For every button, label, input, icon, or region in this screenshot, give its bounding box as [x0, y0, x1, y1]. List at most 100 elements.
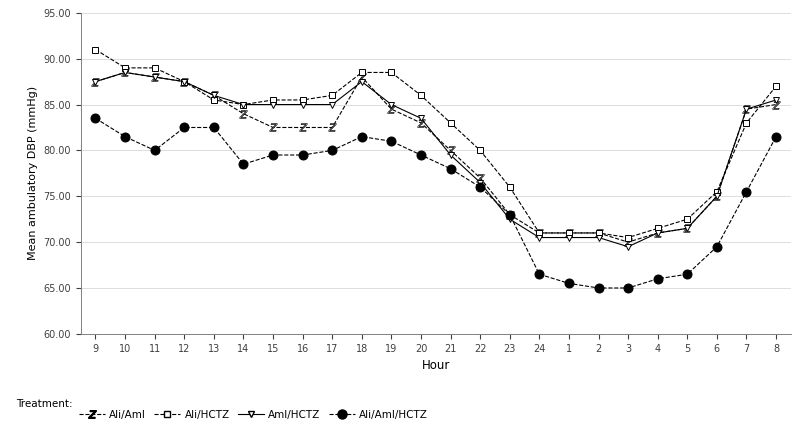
Aml/HCTZ: [90, 79, 100, 84]
Y-axis label: Mean ambulatory DBP (mmHg): Mean ambulatory DBP (mmHg): [27, 86, 38, 260]
Ali/HCTZ: [475, 148, 485, 153]
Line: Ali/HCTZ: Ali/HCTZ: [92, 46, 780, 241]
Ali/Aml: [683, 226, 692, 231]
Ali/Aml: [771, 102, 781, 107]
Ali/Aml: [445, 148, 455, 153]
Ali/Aml/HCTZ: [594, 285, 604, 291]
Ali/Aml: [623, 240, 633, 245]
Ali/HCTZ: [416, 93, 426, 98]
Ali/Aml: [505, 212, 515, 217]
Ali/Aml/HCTZ: [712, 244, 721, 249]
Ali/Aml/HCTZ: [623, 285, 633, 291]
Ali/Aml: [712, 194, 721, 199]
Ali/Aml: [534, 230, 544, 235]
Ali/HCTZ: [209, 98, 219, 103]
Ali/Aml: [120, 70, 130, 75]
Ali/HCTZ: [357, 70, 366, 75]
Ali/Aml: [209, 93, 219, 98]
Ali/Aml/HCTZ: [298, 152, 307, 158]
Aml/HCTZ: [742, 107, 751, 112]
Aml/HCTZ: [653, 230, 663, 235]
Ali/Aml: [90, 79, 100, 84]
Ali/HCTZ: [534, 230, 544, 235]
Aml/HCTZ: [298, 102, 307, 107]
Ali/Aml/HCTZ: [387, 139, 396, 144]
Aml/HCTZ: [712, 194, 721, 199]
Ali/Aml: [298, 125, 307, 130]
Ali/HCTZ: [179, 79, 189, 84]
Ali/HCTZ: [564, 230, 574, 235]
Aml/HCTZ: [387, 102, 396, 107]
Ali/HCTZ: [742, 120, 751, 125]
Aml/HCTZ: [239, 102, 249, 107]
Ali/HCTZ: [505, 184, 515, 190]
Line: Ali/Aml: Ali/Aml: [92, 68, 780, 246]
Text: Treatment:: Treatment:: [16, 399, 73, 410]
Ali/Aml/HCTZ: [120, 134, 130, 139]
Aml/HCTZ: [209, 93, 219, 98]
Ali/HCTZ: [328, 93, 337, 98]
Aml/HCTZ: [150, 74, 160, 80]
Aml/HCTZ: [179, 79, 189, 84]
Aml/HCTZ: [357, 79, 366, 84]
Ali/Aml: [387, 107, 396, 112]
Ali/Aml/HCTZ: [564, 281, 574, 286]
Aml/HCTZ: [416, 116, 426, 121]
Line: Aml/HCTZ: Aml/HCTZ: [92, 69, 780, 250]
Ali/HCTZ: [683, 217, 692, 222]
Ali/HCTZ: [150, 65, 160, 71]
Ali/Aml/HCTZ: [653, 276, 663, 281]
Ali/Aml/HCTZ: [771, 134, 781, 139]
Ali/HCTZ: [653, 226, 663, 231]
Aml/HCTZ: [594, 235, 604, 240]
Aml/HCTZ: [683, 226, 692, 231]
Ali/HCTZ: [268, 98, 278, 103]
X-axis label: Hour: Hour: [421, 359, 450, 372]
Ali/Aml: [653, 230, 663, 235]
Ali/HCTZ: [239, 102, 249, 107]
Ali/Aml: [150, 74, 160, 80]
Aml/HCTZ: [268, 102, 278, 107]
Ali/Aml: [594, 230, 604, 235]
Ali/HCTZ: [623, 235, 633, 240]
Ali/Aml/HCTZ: [328, 148, 337, 153]
Ali/Aml: [239, 111, 249, 116]
Ali/HCTZ: [120, 65, 130, 71]
Ali/HCTZ: [298, 98, 307, 103]
Ali/Aml/HCTZ: [239, 162, 249, 167]
Aml/HCTZ: [475, 180, 485, 185]
Ali/Aml/HCTZ: [268, 152, 278, 158]
Aml/HCTZ: [534, 235, 544, 240]
Ali/HCTZ: [594, 230, 604, 235]
Aml/HCTZ: [120, 70, 130, 75]
Ali/HCTZ: [771, 83, 781, 89]
Ali/Aml/HCTZ: [179, 125, 189, 130]
Ali/HCTZ: [445, 120, 455, 125]
Aml/HCTZ: [771, 98, 781, 103]
Legend: Ali/Aml, Ali/HCTZ, Aml/HCTZ, Ali/Aml/HCTZ: Ali/Aml, Ali/HCTZ, Aml/HCTZ, Ali/Aml/HCT…: [79, 410, 428, 420]
Ali/Aml/HCTZ: [445, 166, 455, 171]
Ali/Aml/HCTZ: [416, 152, 426, 158]
Ali/Aml/HCTZ: [150, 148, 160, 153]
Aml/HCTZ: [328, 102, 337, 107]
Ali/Aml/HCTZ: [209, 125, 219, 130]
Ali/HCTZ: [387, 70, 396, 75]
Ali/HCTZ: [90, 47, 100, 52]
Line: Ali/Aml/HCTZ: Ali/Aml/HCTZ: [91, 114, 780, 292]
Ali/Aml: [179, 79, 189, 84]
Ali/Aml: [742, 107, 751, 112]
Ali/Aml: [268, 125, 278, 130]
Ali/Aml/HCTZ: [742, 189, 751, 194]
Aml/HCTZ: [564, 235, 574, 240]
Ali/Aml: [328, 125, 337, 130]
Ali/Aml: [564, 230, 574, 235]
Ali/HCTZ: [712, 189, 721, 194]
Ali/Aml/HCTZ: [683, 272, 692, 277]
Ali/Aml: [357, 74, 366, 80]
Ali/Aml: [416, 120, 426, 125]
Ali/Aml: [475, 175, 485, 181]
Aml/HCTZ: [445, 152, 455, 158]
Ali/Aml/HCTZ: [357, 134, 366, 139]
Ali/Aml/HCTZ: [534, 272, 544, 277]
Aml/HCTZ: [505, 217, 515, 222]
